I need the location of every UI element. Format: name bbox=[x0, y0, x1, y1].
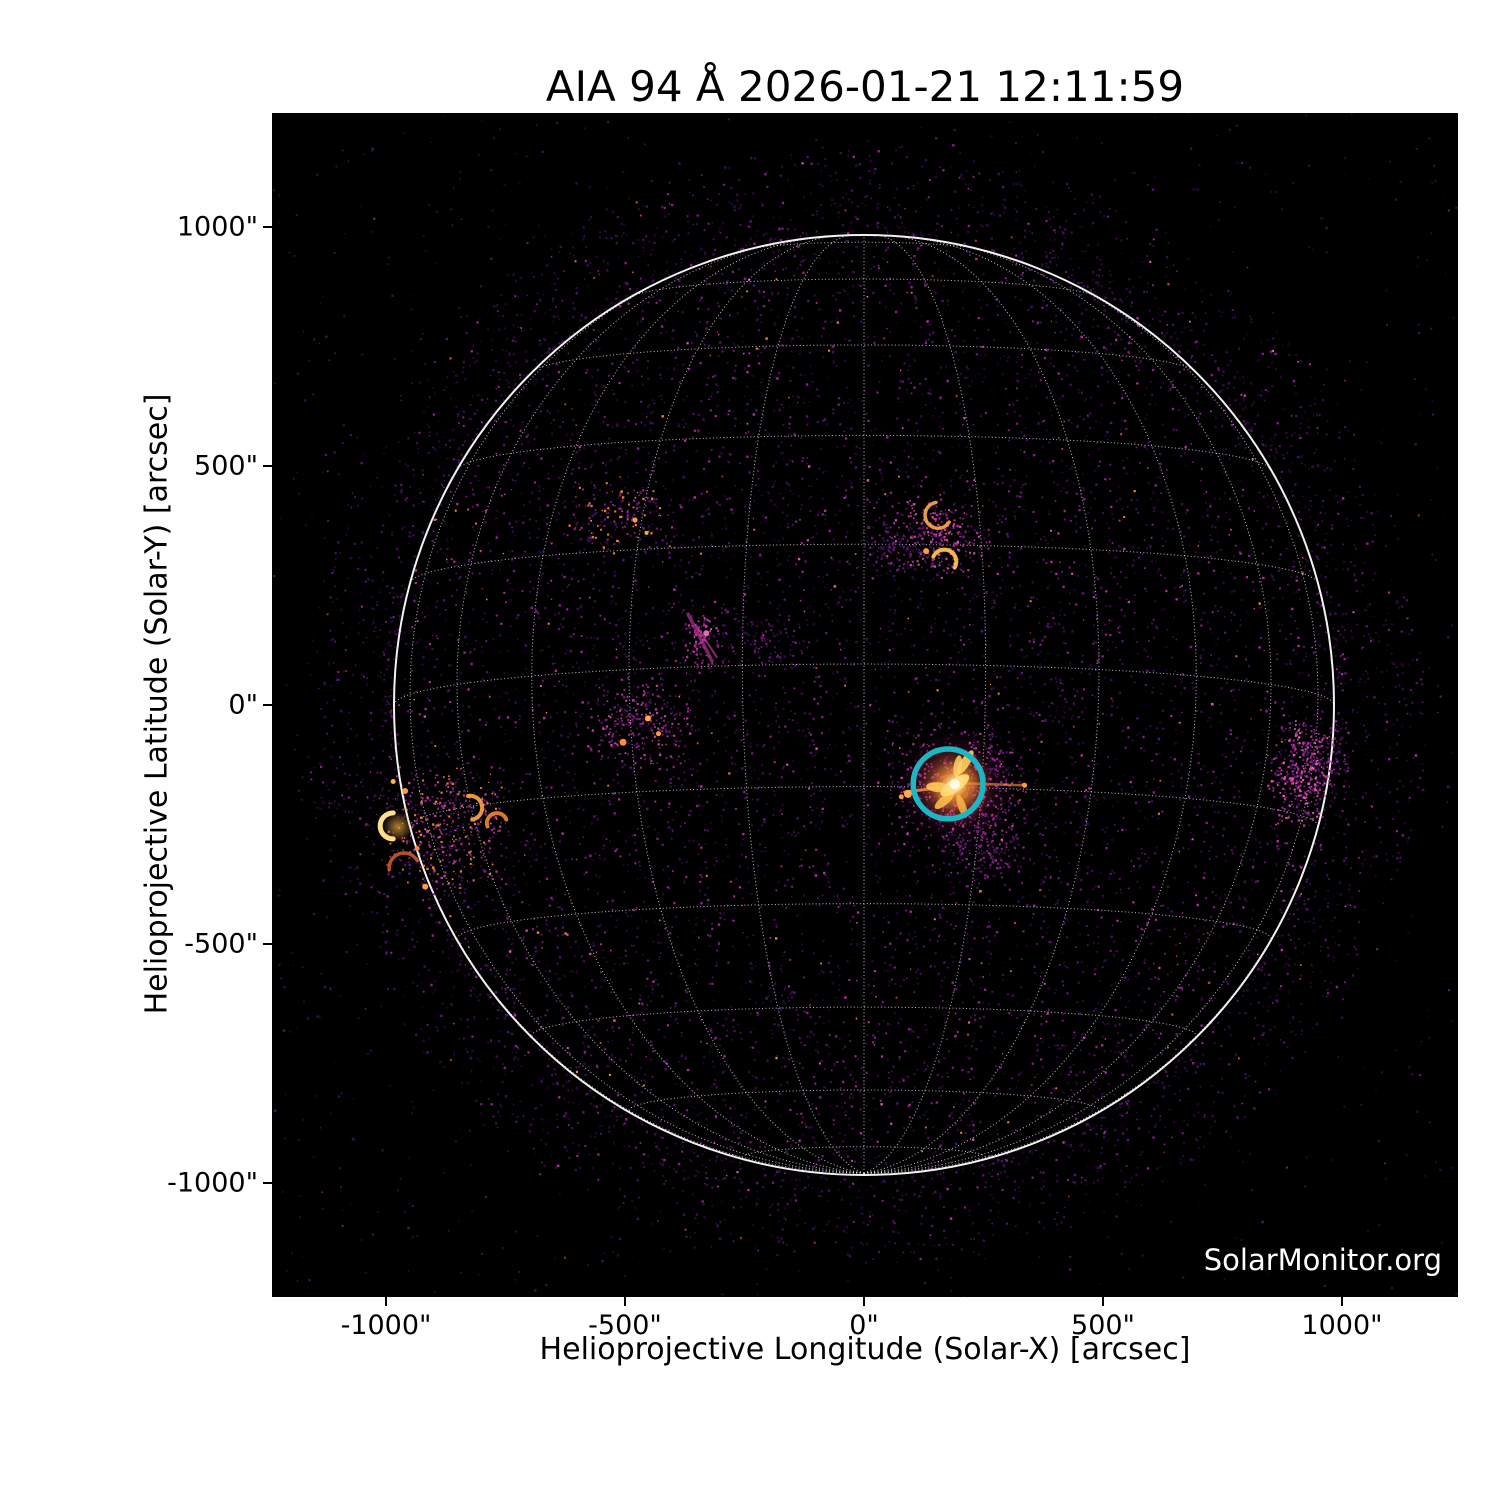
noise-disk bbox=[396, 235, 1333, 1175]
solar-limb bbox=[393, 234, 1335, 1176]
y-tick-label-2: 0" bbox=[228, 689, 258, 721]
y-tick-mark-0 bbox=[263, 226, 272, 228]
y-axis-label: Helioprojective Latitude (Solar-Y) [arcs… bbox=[139, 393, 175, 1015]
y-tick-mark-1 bbox=[263, 465, 272, 467]
heliographic-grid bbox=[393, 234, 1335, 1174]
y-tick-label-3: -500" bbox=[184, 928, 258, 960]
x-tick-label-0: -1000" bbox=[340, 1310, 432, 1341]
x-tick-mark-3 bbox=[1102, 1297, 1104, 1306]
y-tick-label-0: 1000" bbox=[176, 211, 258, 243]
solar-map-plot bbox=[272, 113, 1458, 1297]
y-tick-mark-2 bbox=[263, 704, 272, 706]
watermark: SolarMonitor.org bbox=[1203, 1243, 1442, 1277]
x-tick-mark-2 bbox=[863, 1297, 865, 1306]
flare-annotation-circle bbox=[910, 746, 986, 822]
y-tick-mark-3 bbox=[263, 943, 272, 945]
x-tick-mark-0 bbox=[385, 1297, 387, 1306]
x-tick-mark-4 bbox=[1341, 1297, 1343, 1306]
x-tick-label-4: 1000" bbox=[1301, 1310, 1383, 1341]
x-axis-label: Helioprojective Longitude (Solar-X) [arc… bbox=[539, 1332, 1191, 1367]
x-tick-label-3: 500" bbox=[1071, 1310, 1135, 1341]
x-tick-label-2: 0" bbox=[849, 1310, 879, 1341]
y-tick-label-4: -1000" bbox=[167, 1167, 258, 1199]
x-tick-label-1: -500" bbox=[588, 1310, 662, 1341]
x-tick-mark-1 bbox=[624, 1297, 626, 1306]
page-title: AIA 94 Å 2026-01-21 12:11:59 bbox=[545, 62, 1185, 111]
image-background bbox=[272, 113, 1458, 1297]
y-tick-mark-4 bbox=[263, 1182, 272, 1184]
y-tick-label-1: 500" bbox=[194, 450, 258, 482]
